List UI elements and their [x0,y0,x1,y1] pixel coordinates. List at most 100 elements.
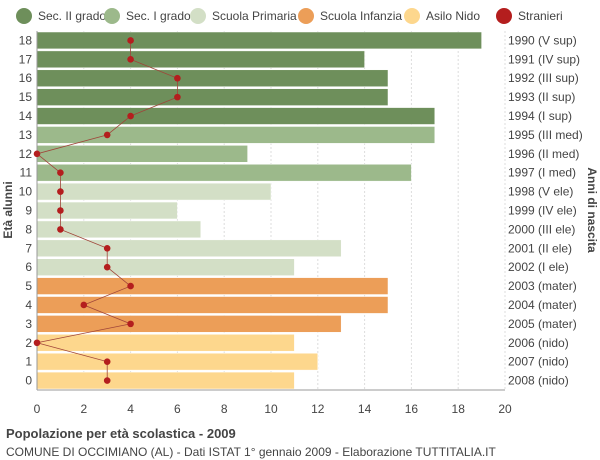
birth-year-label: 1991 (IV sup) [508,52,580,66]
bar [36,258,295,276]
bar [36,145,248,163]
birth-year-label: 2003 (mater) [508,279,577,293]
legend-swatch [496,8,512,24]
legend-item: Stranieri [496,7,563,25]
y-tick-label: 15 [19,90,33,104]
stranieri-point [127,37,134,44]
birth-year-label: 2002 (I ele) [508,260,569,274]
legend-item: Sec. II grado [16,7,106,25]
chart-legend: Sec. II grado Sec. I grado Scuola Primaria… [0,0,600,30]
bar [36,315,342,333]
bar [36,69,389,87]
chart-title: Popolazione per età scolastica - 2009 [6,426,236,441]
y-tick-label: 8 [25,222,32,236]
birth-year-label: 1994 (I sup) [508,109,572,123]
bar [36,50,365,69]
x-tick-label: 16 [405,402,419,416]
legend-swatch [16,8,32,24]
x-tick-label: 2 [80,402,87,416]
bar [36,126,436,144]
y-tick-label: 12 [19,147,33,161]
y-tick-label: 1 [25,355,32,369]
y-tick-label: 2 [25,336,32,350]
legend-label: Asilo Nido [426,9,481,23]
stranieri-point [174,93,181,101]
birth-year-label: 2005 (mater) [508,317,577,331]
chart-subtitle: COMUNE DI OCCIMIANO (AL) - Dati ISTAT 1°… [6,445,496,459]
y-tick-label: 7 [25,241,32,255]
y-tick-label: 16 [19,71,33,85]
stranieri-point [127,112,134,120]
legend-item: Scuola Primaria [190,7,297,25]
y-tick-label: 9 [25,204,32,218]
bar [36,352,319,371]
legend-label: Scuola Infanzia [320,9,403,23]
bar [36,334,295,352]
stranieri-point [127,320,134,328]
legend-swatch [404,8,420,24]
legend-label: Scuola Primaria [212,9,297,23]
legend-swatch [104,8,120,24]
stranieri-point [57,169,64,177]
legend-item: Sec. I grado [104,7,191,25]
y-axis-title-right: Anni di nascita [585,167,599,253]
birth-year-label: 2001 (II ele) [508,241,572,255]
y-tick-label: 18 [19,33,33,47]
legend-label: Sec. II grado [38,9,107,23]
stranieri-point [103,358,111,365]
bar [36,31,482,50]
x-tick-label: 18 [452,402,466,416]
birth-year-label: 2007 (nido) [508,355,569,369]
birth-year-label: 2000 (III ele) [508,222,575,236]
legend-item: Scuola Infanzia [298,7,402,25]
bar [36,107,436,125]
y-tick-label: 5 [25,279,32,293]
birth-year-label: 2008 (nido) [508,374,569,388]
x-tick-label: 20 [498,402,512,416]
legend-swatch [298,8,314,24]
y-tick-label: 4 [25,298,32,312]
x-tick-label: 14 [358,402,372,416]
birth-year-label: 1993 (II sup) [508,90,575,104]
birth-year-label: 1992 (III sup) [508,71,579,85]
stranieri-point [80,301,88,309]
birth-year-label: 1990 (V sup) [508,33,577,47]
legend-swatch [190,8,206,24]
y-tick-label: 3 [25,317,32,331]
stranieri-point [57,188,64,195]
x-tick-label: 12 [311,402,325,416]
legend-item: Asilo Nido [404,7,480,25]
y-tick-label: 14 [19,109,33,123]
stranieri-point [127,282,134,290]
y-tick-label: 11 [20,166,33,180]
legend-label: Sec. I grado [126,9,191,23]
stranieri-point [33,339,41,347]
stranieri-point [103,263,111,271]
bar [36,239,342,257]
bar [36,371,295,390]
bar [36,88,389,106]
y-tick-label: 13 [19,128,33,142]
x-tick-label: 0 [34,402,41,416]
y-tick-label: 0 [25,374,32,388]
birth-year-label: 1999 (IV ele) [508,204,577,218]
birth-year-label: 1998 (V ele) [508,185,573,199]
birth-year-label: 1996 (II med) [508,147,579,161]
stranieri-point [103,244,111,252]
x-tick-label: 4 [127,402,134,416]
birth-year-label: 1997 (I med) [508,166,576,180]
stranieri-point [103,377,111,384]
bar [36,296,389,314]
birth-year-label: 2006 (nido) [508,336,569,350]
x-tick-label: 10 [264,402,278,416]
bar [36,182,272,201]
y-tick-label: 6 [25,260,32,274]
stranieri-point [103,131,111,139]
y-tick-label: 10 [19,185,33,199]
stranieri-point [174,74,181,82]
bar [36,277,389,295]
y-tick-label: 17 [19,52,33,66]
x-tick-label: 6 [174,402,181,416]
stranieri-point [127,56,134,63]
